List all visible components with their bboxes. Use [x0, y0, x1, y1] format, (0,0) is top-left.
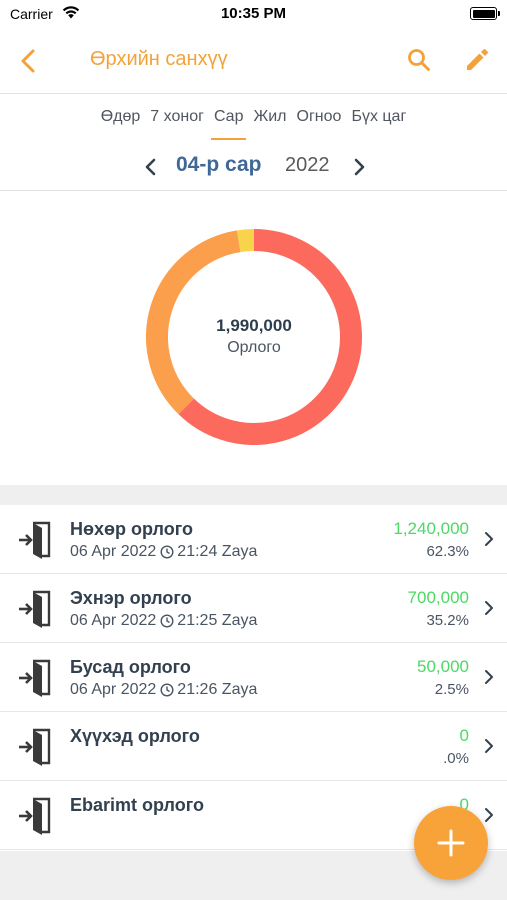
total-amount: 1,990,000: [216, 316, 292, 335]
status-bar: Carrier 10:35 PM: [0, 0, 507, 30]
section-separator: [0, 485, 507, 505]
income-door-icon: [19, 590, 51, 628]
page-title: Өрхийн санхүү: [90, 48, 228, 70]
item-amount: 1,240,000: [393, 519, 469, 538]
list-item[interactable]: Бусад орлого 06 Apr 2022 21:26 Zaya 50,0…: [0, 643, 507, 712]
list-item[interactable]: Ebarimt орлого 0: [0, 781, 507, 850]
income-door-icon: [19, 659, 51, 697]
previous-month-button[interactable]: [140, 156, 162, 178]
item-user: Zaya: [221, 543, 258, 560]
item-meta: 06 Apr 2022 21:25 Zaya: [70, 612, 257, 630]
item-user: Zaya: [221, 612, 258, 629]
carrier-label: Carrier: [10, 6, 53, 22]
item-percent: 2.5%: [434, 681, 469, 698]
item-amount: 700,000: [407, 588, 469, 607]
item-title: Нөхөр орлого: [70, 519, 193, 539]
plus-icon: [437, 829, 465, 857]
item-date: 06 Apr 2022: [70, 612, 157, 629]
item-meta: 06 Apr 2022 21:26 Zaya: [70, 681, 257, 699]
navigation-bar: Өрхийн санхүү: [0, 30, 507, 94]
chevron-left-icon: [145, 158, 156, 176]
tab-date[interactable]: Огноо: [296, 108, 342, 125]
battery-icon: [470, 7, 500, 20]
item-time: 21:25: [177, 612, 218, 629]
list-item[interactable]: Нөхөр орлого 06 Apr 2022 21:24 Zaya 1,24…: [0, 505, 507, 574]
income-list: Нөхөр орлого 06 Apr 2022 21:24 Zaya 1,24…: [0, 505, 507, 850]
month-label: 04-р сар: [176, 153, 262, 176]
edit-button[interactable]: [462, 45, 492, 75]
tab-year[interactable]: Жил: [253, 108, 287, 125]
chevron-left-icon: [21, 49, 35, 73]
donut-slice-2: [146, 230, 241, 415]
tab-month[interactable]: Сар: [209, 100, 249, 140]
period-navigator: 04-р сар 2022: [0, 148, 507, 188]
tab-day[interactable]: Өдөр: [100, 108, 141, 125]
year-label: 2022: [285, 154, 330, 176]
item-title: Эхнэр орлого: [70, 588, 192, 608]
list-item[interactable]: Эхнэр орлого 06 Apr 2022 21:25 Zaya 700,…: [0, 574, 507, 643]
item-time: 21:24: [177, 543, 218, 560]
item-title: Бусад орлого: [70, 657, 191, 677]
next-month-button[interactable]: [348, 156, 370, 178]
donut-chart: [146, 229, 362, 445]
tab-all-time[interactable]: Бүх цаг: [351, 108, 407, 125]
item-percent: .0%: [443, 750, 469, 767]
item-amount: 0: [459, 726, 469, 745]
search-button[interactable]: [404, 45, 434, 75]
chevron-right-icon: [354, 158, 365, 176]
add-income-button[interactable]: [414, 806, 488, 880]
item-title: Ebarimt орлого: [70, 795, 205, 815]
clock-icon: [160, 683, 174, 697]
chevron-right-icon: [485, 808, 493, 822]
income-door-icon: [19, 521, 51, 559]
period-tabs: Өдөр 7 хоног Сар Жил Огноо Бүх цаг: [0, 100, 507, 142]
chevron-right-icon: [485, 739, 493, 753]
item-amount: 50,000: [417, 657, 469, 676]
item-user: Zaya: [221, 681, 258, 698]
clock-time: 10:35 PM: [220, 5, 287, 22]
income-door-icon: [19, 797, 51, 835]
item-percent: 35.2%: [426, 612, 469, 629]
item-percent: 62.3%: [426, 543, 469, 560]
item-amount: 0: [459, 795, 469, 814]
chevron-right-icon: [485, 601, 493, 615]
wifi-icon: [62, 6, 80, 19]
divider: [0, 190, 507, 191]
clock-icon: [160, 545, 174, 559]
list-item[interactable]: Хүүхэд орлого 0 .0%: [0, 712, 507, 781]
item-time: 21:26: [177, 681, 218, 698]
clock-icon: [160, 614, 174, 628]
income-door-icon: [19, 728, 51, 766]
tab-week[interactable]: 7 хоног: [150, 108, 204, 125]
donut-slice-1: [178, 229, 362, 445]
item-date: 06 Apr 2022: [70, 543, 157, 560]
back-button[interactable]: [14, 46, 44, 76]
chevron-right-icon: [485, 670, 493, 684]
search-icon: [408, 49, 430, 71]
item-meta: 06 Apr 2022 21:24 Zaya: [70, 543, 257, 561]
total-label: Орлого: [227, 339, 281, 356]
chevron-right-icon: [485, 532, 493, 546]
donut-slice-3: [237, 229, 255, 253]
pencil-icon: [467, 49, 488, 70]
item-title: Хүүхэд орлого: [70, 726, 200, 746]
income-chart: 1,990,000 Орлого: [0, 191, 507, 485]
item-date: 06 Apr 2022: [70, 681, 157, 698]
